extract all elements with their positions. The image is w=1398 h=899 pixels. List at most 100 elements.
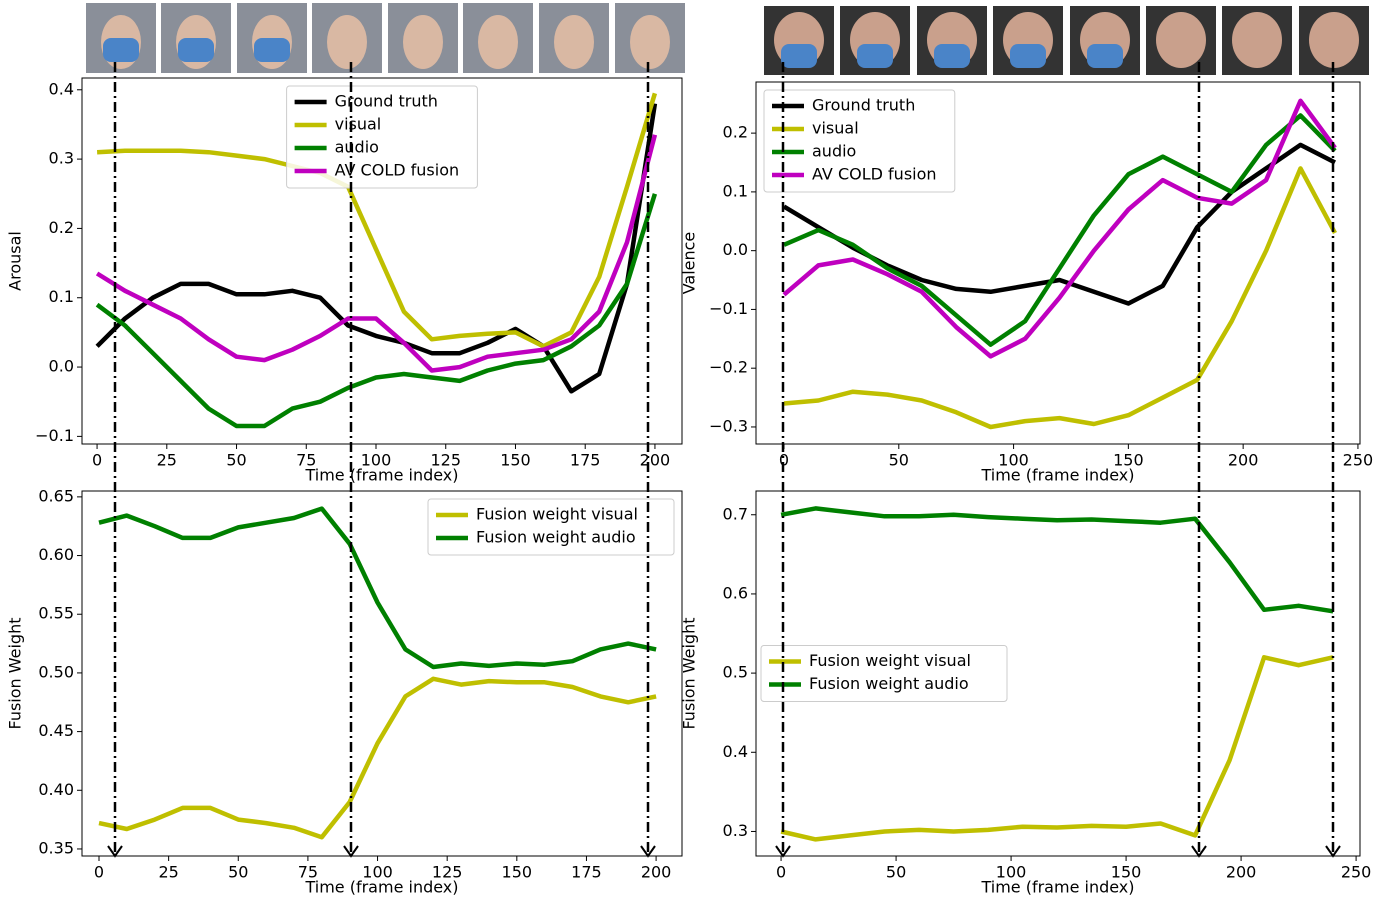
frame-markers xyxy=(107,62,1341,858)
y-axis-label: Arousal xyxy=(6,231,25,291)
series-line xyxy=(780,506,1334,614)
legend-frame xyxy=(427,498,675,556)
x-tick-label: 175 xyxy=(570,451,601,470)
arrow-head xyxy=(107,845,123,858)
x-axis-label: Time (frame index) xyxy=(980,878,1134,897)
legend-label: Fusion weight audio xyxy=(809,674,969,693)
legend-label: visual xyxy=(335,115,382,134)
face-strip-right xyxy=(764,6,1369,75)
y-tick-label: 0.45 xyxy=(38,721,74,740)
x-tick-label: 200 xyxy=(1226,863,1257,882)
y-axis-label: Fusion Weight xyxy=(6,617,25,729)
x-tick-label: 175 xyxy=(571,863,602,882)
legend-frame xyxy=(763,89,956,193)
x-tick-label: 150 xyxy=(502,863,533,882)
x-axis-label: Time (frame index) xyxy=(304,466,458,485)
x-tick-label: 0 xyxy=(94,863,104,882)
series-line xyxy=(98,676,657,840)
legend-label: AV COLD fusion xyxy=(812,165,937,184)
x-tick-label: 200 xyxy=(1228,451,1259,470)
x-tick-label: 0 xyxy=(776,863,786,882)
y-tick-label: −0.2 xyxy=(709,358,748,377)
arrow-head xyxy=(640,845,656,858)
y-tick-label: 0.0 xyxy=(49,357,74,376)
legend: Fusion weight visual Fusion weight audio xyxy=(760,645,1008,702)
axes-frame xyxy=(81,490,683,857)
x-tick-label: 75 xyxy=(296,451,316,470)
x-tick-label: 200 xyxy=(640,451,671,470)
y-tick-label: 0.2 xyxy=(723,123,748,142)
masks xyxy=(781,44,1123,68)
arrow-head xyxy=(775,845,791,858)
y-axis-label: Fusion Weight xyxy=(680,617,699,729)
x-tick-label: 0 xyxy=(92,451,102,470)
y-tick-label: 0.5 xyxy=(723,663,748,682)
y-tick-label: −0.1 xyxy=(709,299,748,318)
legend-frame xyxy=(760,645,1008,702)
series-line xyxy=(783,113,1337,347)
x-tick-label: 250 xyxy=(1341,863,1372,882)
y-tick-label: 0.60 xyxy=(38,545,74,564)
legend-label: Fusion weight audio xyxy=(476,528,636,547)
series-line xyxy=(95,103,658,394)
masks xyxy=(103,38,290,62)
legend-label: Fusion weight visual xyxy=(809,651,971,670)
x-tick-label: 100 xyxy=(998,451,1029,470)
arrow-head xyxy=(1191,845,1207,858)
x-tick-label: 250 xyxy=(1343,451,1374,470)
legend-frame xyxy=(286,85,478,189)
y-tick-label: −0.1 xyxy=(35,426,74,445)
x-tick-label: 100 xyxy=(996,863,1027,882)
x-tick-label: 50 xyxy=(228,863,248,882)
y-tick-label: 0.1 xyxy=(723,181,748,200)
x-tick-label: 0 xyxy=(779,451,789,470)
y-tick-label: 0.50 xyxy=(38,662,74,681)
y-tick-label: 0.65 xyxy=(38,486,74,505)
y-tick-label: −0.3 xyxy=(709,416,748,435)
legend: Ground truth visual audio AV COLD fusion xyxy=(286,85,478,189)
legend-label: AV COLD fusion xyxy=(335,161,460,180)
legend-label: Ground truth xyxy=(335,92,438,111)
series-line xyxy=(98,506,657,670)
legend-label: visual xyxy=(812,119,859,138)
x-tick-label: 25 xyxy=(157,451,177,470)
x-tick-label: 150 xyxy=(1111,863,1142,882)
face-strip-left xyxy=(86,3,685,73)
y-tick-label: 0.7 xyxy=(723,504,748,523)
y-tick-label: 0.35 xyxy=(38,838,74,857)
x-tick-label: 100 xyxy=(361,451,392,470)
y-tick-label: 0.40 xyxy=(38,780,74,799)
x-tick-label: 50 xyxy=(889,451,909,470)
y-tick-label: 0.3 xyxy=(723,821,748,840)
plots: 0 25 50 75 100 125 150 175 200 −0.1 0.0 0.1 0.2 0.3 0.… xyxy=(6,77,1374,897)
x-tick-label: 75 xyxy=(298,863,318,882)
legend-label: audio xyxy=(335,138,379,157)
y-tick-label: 0.3 xyxy=(49,149,74,168)
series-line xyxy=(780,655,1334,842)
y-tick-label: 0.2 xyxy=(49,218,74,237)
x-tick-label: 150 xyxy=(1113,451,1144,470)
y-tick-label: 0.6 xyxy=(723,583,748,602)
y-tick-label: 0.4 xyxy=(49,79,74,98)
legend-label: Ground truth xyxy=(812,96,915,115)
series-line xyxy=(95,193,658,429)
x-axis-label: Time (frame index) xyxy=(980,466,1134,485)
legend-label: audio xyxy=(812,142,856,161)
y-axis-label: Valence xyxy=(680,232,699,295)
series-line xyxy=(782,98,1337,359)
x-tick-label: 125 xyxy=(430,451,461,470)
legend: Fusion weight visual Fusion weight audio xyxy=(427,498,675,556)
y-tick-label: 0.1 xyxy=(49,287,74,306)
x-tick-label: 150 xyxy=(500,451,531,470)
y-tick-label: 0.0 xyxy=(723,240,748,259)
y-tick-label: 0.55 xyxy=(38,604,74,623)
x-axis-label: Time (frame index) xyxy=(304,878,458,897)
x-tick-label: 200 xyxy=(641,863,672,882)
arrow-head xyxy=(343,845,359,858)
series-line xyxy=(95,134,658,373)
series-line xyxy=(96,92,658,349)
x-tick-label: 100 xyxy=(362,863,393,882)
x-tick-label: 25 xyxy=(158,863,178,882)
legend: Ground truth visual audio AV COLD fusion xyxy=(763,89,956,193)
